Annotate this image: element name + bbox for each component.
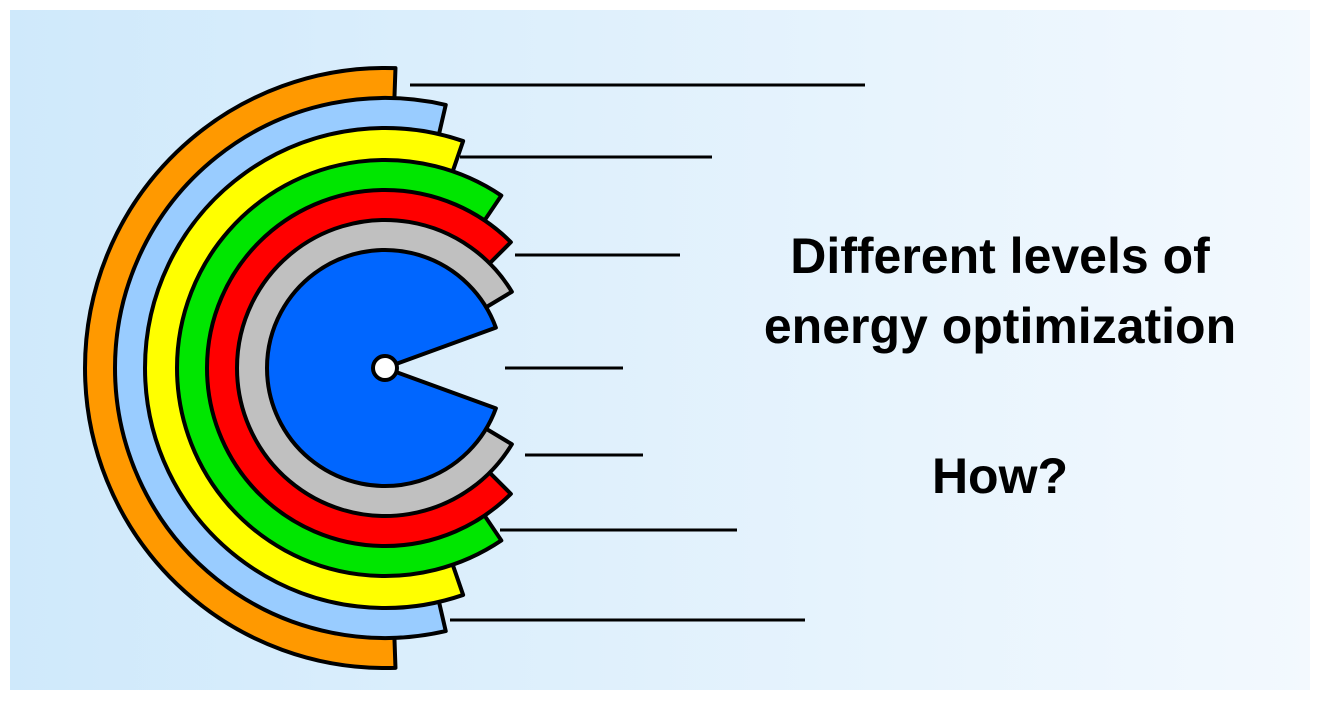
- center-dot: [371, 354, 399, 382]
- title-line: Different levels of: [790, 228, 1210, 284]
- rings: [83, 66, 514, 670]
- title-line: energy optimization: [764, 298, 1236, 354]
- question: How?: [932, 448, 1068, 504]
- leader-lines: [410, 83, 865, 622]
